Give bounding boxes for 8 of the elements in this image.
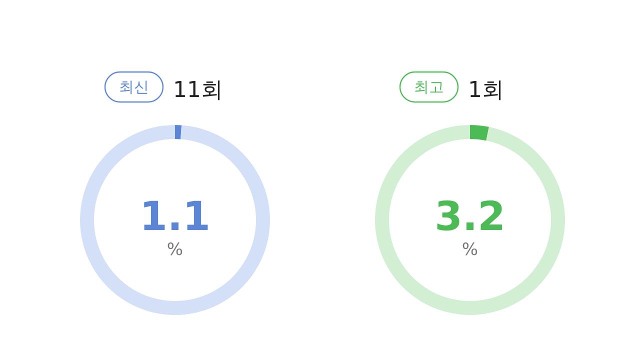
text: 최신 [119, 78, 149, 96]
data-label: 3.2 [434, 194, 506, 240]
data-label: 1.1 [140, 194, 210, 240]
chart-title: 1회 [468, 78, 504, 103]
text: % [462, 240, 478, 260]
chart-title: 11회 [173, 78, 223, 103]
text: 최고 [414, 78, 444, 96]
text: % [166, 240, 184, 260]
